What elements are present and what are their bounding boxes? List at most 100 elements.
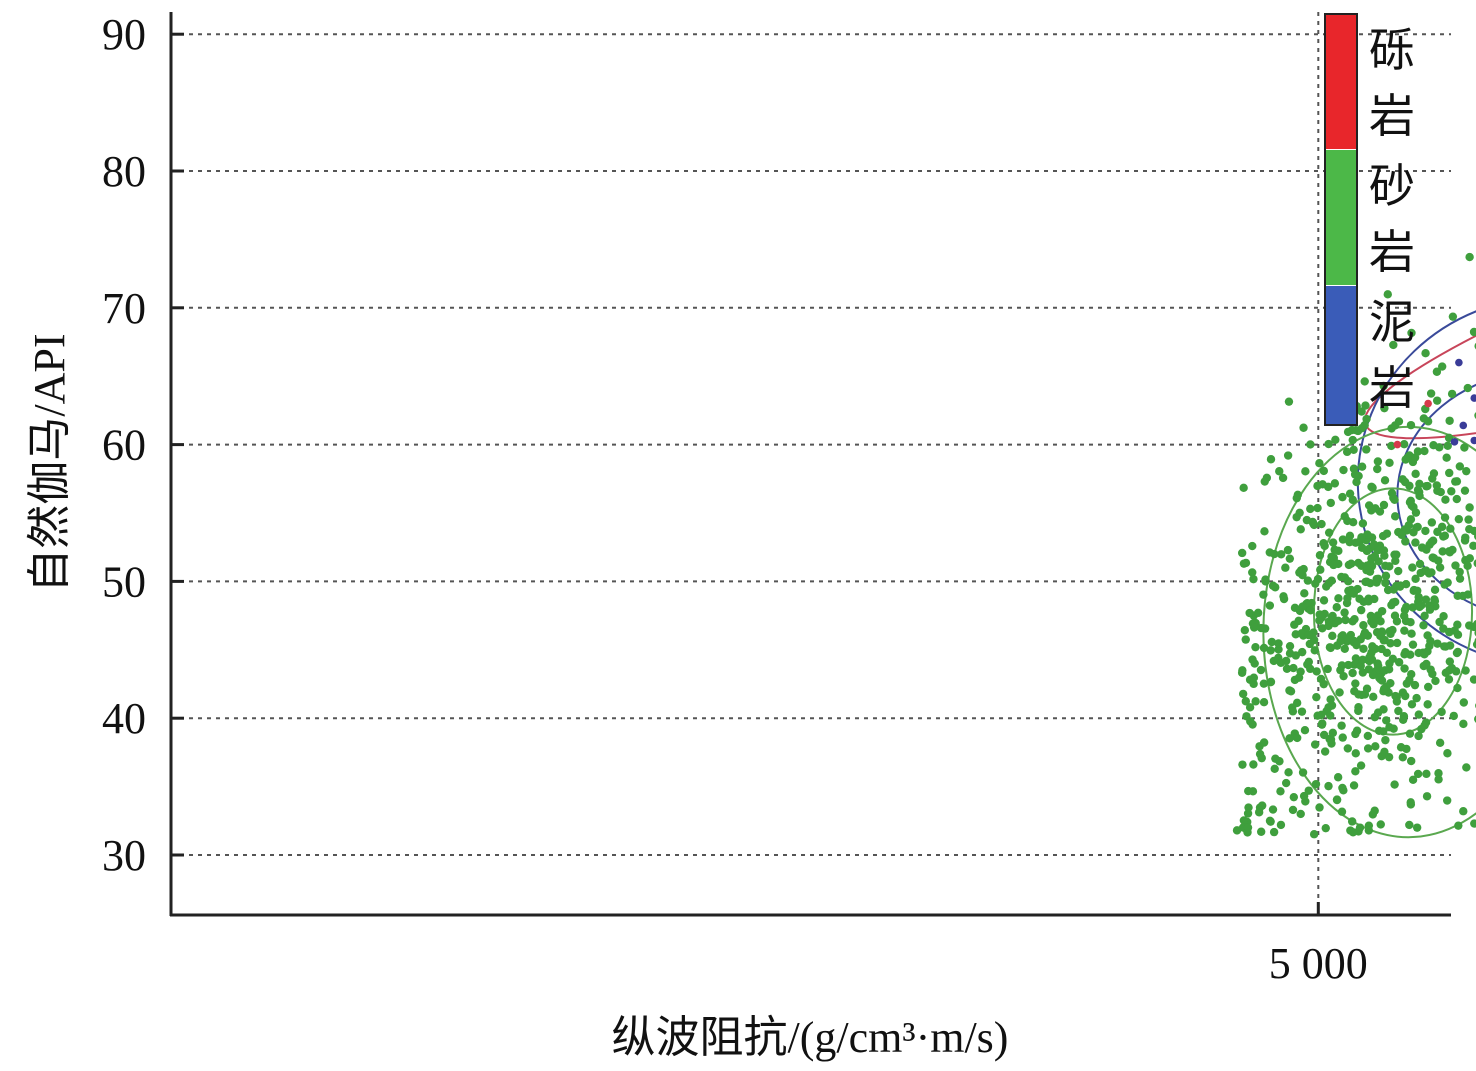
data-point-sandstone [1430, 595, 1439, 604]
x-axis-title: 纵波阻抗/(g/cm³·m/s) [612, 1013, 1009, 1062]
data-point-sandstone [1387, 600, 1396, 610]
data-point-sandstone [1324, 703, 1333, 712]
data-point-sandstone [1390, 512, 1400, 521]
data-point-sandstone [1316, 674, 1326, 684]
data-point-sandstone [1351, 749, 1360, 758]
data-point-sandstone [1318, 719, 1327, 728]
data-point-sandstone [1360, 377, 1369, 386]
data-point-sandstone [1398, 715, 1408, 724]
y-tick-label: 30 [102, 831, 146, 880]
data-point-sandstone [1326, 498, 1335, 508]
data-point-sandstone [1335, 688, 1344, 697]
data-point-sandstone [1281, 563, 1290, 572]
confidence-ellipse [1396, 383, 1476, 607]
data-point-sandstone [1291, 651, 1301, 660]
data-point-sandstone [1410, 453, 1420, 462]
data-point-sandstone [1422, 769, 1431, 779]
data-point-sandstone [1285, 641, 1295, 651]
data-point-sandstone [1328, 631, 1337, 641]
data-point-sandstone [1389, 340, 1398, 350]
data-point-sandstone [1420, 650, 1429, 659]
data-point-sandstone [1315, 803, 1324, 812]
data-point-sandstone [1385, 458, 1394, 467]
data-point-conglomerate [1393, 440, 1402, 449]
data-point-sandstone [1392, 617, 1402, 626]
data-point-sandstone [1259, 698, 1269, 707]
data-point-sandstone [1401, 648, 1410, 657]
data-point-sandstone [1339, 465, 1348, 475]
data-point-sandstone [1284, 768, 1293, 777]
data-point-sandstone [1401, 455, 1410, 464]
data-point-sandstone [1259, 643, 1269, 653]
data-point-sandstone [1366, 651, 1375, 660]
data-point-sandstone [1256, 623, 1266, 633]
data-point-sandstone [1345, 537, 1354, 547]
data-point-sandstone [1320, 541, 1329, 551]
data-point-sandstone [1463, 383, 1472, 393]
grid-layer [171, 12, 1451, 905]
data-point-sandstone [1317, 613, 1326, 622]
data-point-sandstone [1259, 738, 1269, 747]
data-point-sandstone [1465, 524, 1474, 534]
data-point-sandstone [1324, 528, 1334, 537]
data-point-sandstone [1358, 655, 1367, 665]
data-point-sandstone [1433, 639, 1442, 648]
data-point-sandstone [1323, 664, 1332, 674]
data-point-sandstone [1440, 513, 1450, 522]
data-point-sandstone [1473, 559, 1476, 568]
data-point-sandstone [1385, 562, 1394, 571]
data-point-sandstone [1459, 698, 1469, 707]
data-point-sandstone [1312, 692, 1321, 702]
data-point-sandstone [1269, 827, 1279, 837]
data-point-mudstone [1470, 436, 1476, 445]
data-point-sandstone [1392, 638, 1402, 648]
data-point-sandstone [1398, 753, 1408, 762]
data-point-sandstone [1313, 574, 1323, 584]
data-point-sandstone [1351, 767, 1360, 776]
data-point-sandstone [1240, 625, 1250, 635]
data-point-sandstone [1460, 486, 1470, 495]
data-point-sandstone [1422, 792, 1432, 801]
data-point-sandstone [1317, 519, 1326, 529]
data-point-sandstone [1341, 615, 1350, 625]
data-point-sandstone [1376, 820, 1385, 829]
data-point-sandstone [1427, 518, 1437, 527]
data-point-sandstone [1276, 658, 1286, 668]
data-point-sandstone [1426, 389, 1436, 398]
data-point-sandstone [1248, 568, 1257, 577]
data-point-sandstone [1342, 598, 1352, 608]
data-point-sandstone [1380, 403, 1389, 413]
data-point-sandstone [1245, 608, 1254, 618]
data-point-sandstone [1448, 312, 1458, 321]
data-point-sandstone [1469, 327, 1476, 337]
data-point-sandstone [1293, 490, 1303, 499]
data-point-sandstone [1414, 592, 1423, 602]
data-point-sandstone [1268, 805, 1278, 814]
data-point-sandstone [1408, 775, 1418, 785]
data-point-sandstone [1414, 710, 1424, 719]
data-points [1232, 252, 1476, 839]
data-point-sandstone [1251, 697, 1260, 706]
data-point-sandstone [1248, 655, 1257, 664]
data-point-sandstone [1394, 706, 1403, 716]
data-point-sandstone [1377, 606, 1387, 616]
data-point-sandstone [1428, 536, 1438, 545]
data-point-sandstone [1279, 594, 1289, 604]
data-point-sandstone [1324, 621, 1333, 631]
data-point-sandstone [1371, 644, 1380, 654]
data-point-sandstone [1249, 673, 1259, 682]
data-point-sandstone [1401, 537, 1410, 546]
y-tick-label: 40 [102, 694, 146, 743]
data-point-sandstone [1375, 673, 1384, 683]
data-point-sandstone [1444, 433, 1454, 443]
data-point-sandstone [1355, 823, 1365, 832]
data-point-sandstone [1357, 605, 1366, 615]
data-point-sandstone [1349, 445, 1358, 455]
data-point-sandstone [1406, 420, 1416, 430]
data-point-sandstone [1415, 559, 1425, 569]
data-point-sandstone [1469, 541, 1476, 550]
data-point-sandstone [1244, 803, 1253, 812]
data-point-sandstone [1261, 577, 1270, 586]
data-point-sandstone [1276, 820, 1286, 830]
